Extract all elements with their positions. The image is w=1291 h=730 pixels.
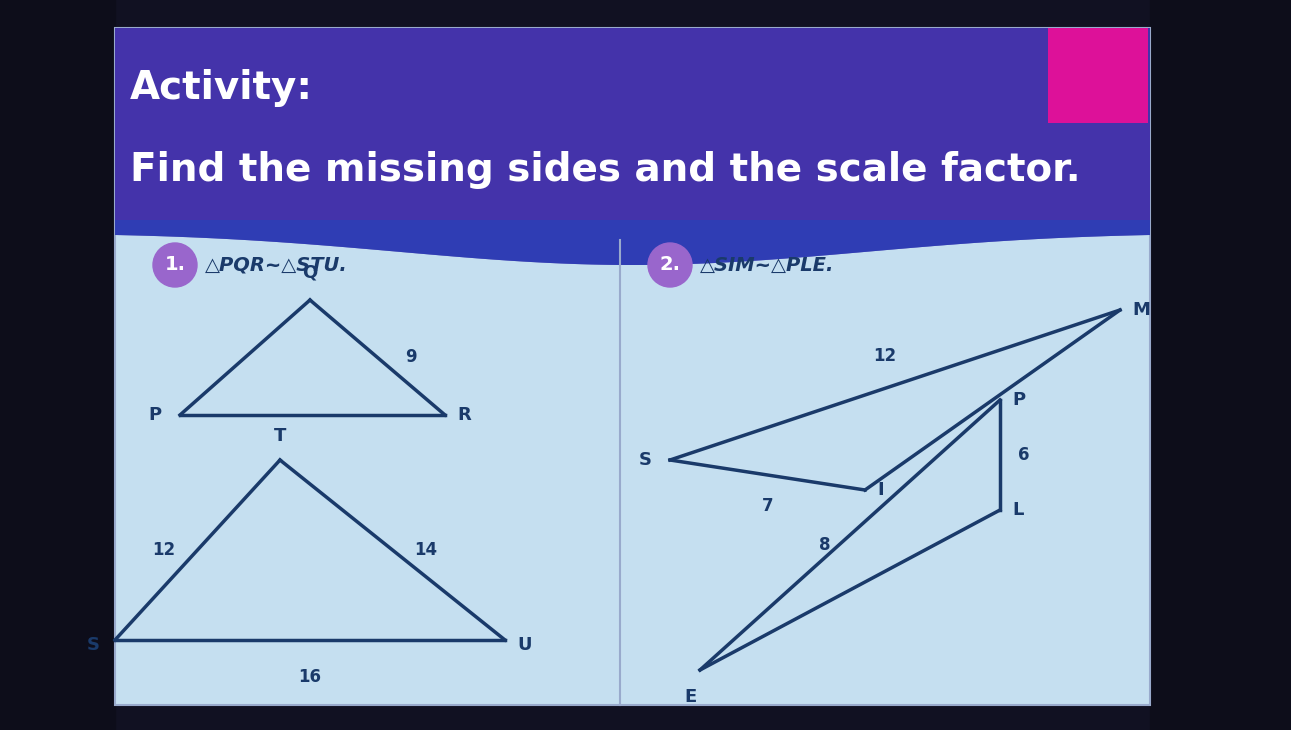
Text: 14: 14	[414, 541, 438, 559]
Text: 2.: 2.	[660, 255, 680, 274]
Text: I: I	[877, 481, 883, 499]
Text: Activity:: Activity:	[130, 69, 312, 107]
Text: 12: 12	[874, 347, 896, 365]
Text: P: P	[1012, 391, 1025, 409]
Text: S: S	[639, 451, 652, 469]
Text: 12: 12	[152, 541, 176, 559]
Circle shape	[154, 243, 198, 287]
Text: 9: 9	[405, 348, 417, 366]
Text: 8: 8	[818, 536, 830, 554]
Text: △PQR~△STU.: △PQR~△STU.	[205, 255, 347, 274]
Text: E: E	[684, 688, 696, 706]
Text: L: L	[1012, 501, 1024, 519]
Text: 16: 16	[298, 668, 321, 686]
Text: P: P	[148, 406, 161, 424]
Text: 6: 6	[1019, 446, 1029, 464]
Text: S: S	[86, 636, 99, 654]
Bar	[115, 28, 1150, 705]
Text: R: R	[457, 406, 471, 424]
Text: T: T	[274, 427, 287, 445]
Text: Q: Q	[302, 264, 318, 282]
Text: 7: 7	[762, 497, 773, 515]
Polygon shape	[115, 220, 1150, 265]
Circle shape	[648, 243, 692, 287]
Text: Find the missing sides and the scale factor.: Find the missing sides and the scale fac…	[130, 151, 1081, 189]
Text: M: M	[1132, 301, 1150, 319]
Text: U: U	[516, 636, 532, 654]
Text: 1.: 1.	[164, 255, 186, 274]
Bar	[1048, 28, 1148, 123]
Text: △SIM~△PLE.: △SIM~△PLE.	[700, 255, 834, 274]
Polygon shape	[115, 28, 1150, 265]
